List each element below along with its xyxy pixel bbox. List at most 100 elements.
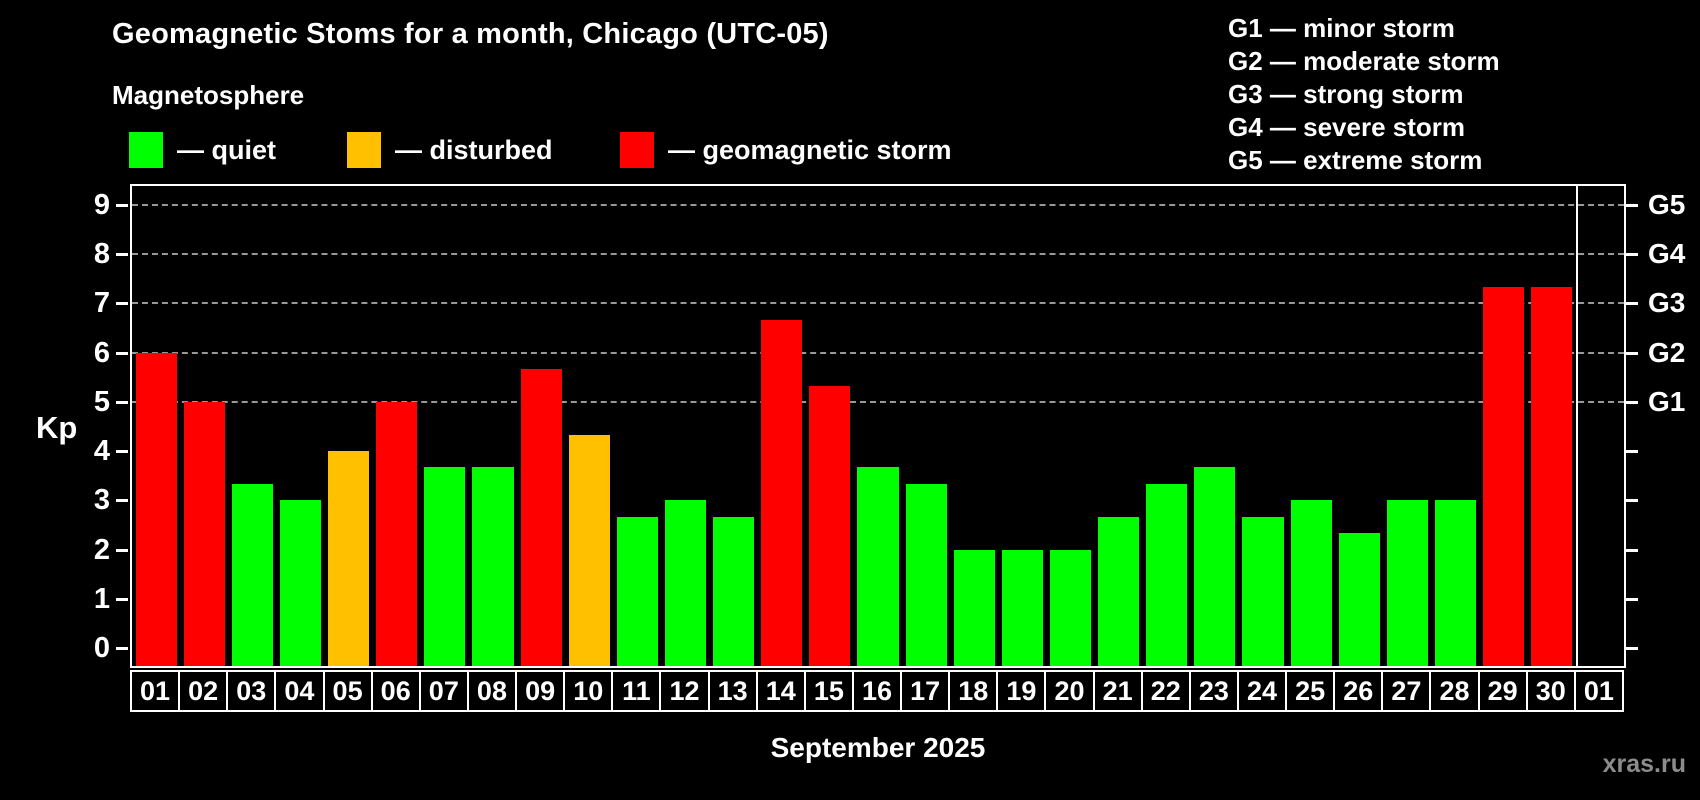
gridline-kp9 <box>132 203 1624 206</box>
day-label-next-01: 01 <box>1573 670 1624 712</box>
bar-day-07 <box>424 467 466 666</box>
g1-legend-line: G1 — minor storm <box>1228 13 1455 43</box>
y-tick-right-4 <box>1626 450 1638 454</box>
legend-label-quiet: — quiet <box>177 134 276 165</box>
bar-day-03 <box>231 484 273 666</box>
y-tick-left-0 <box>116 647 128 651</box>
month-boundary-line <box>1575 186 1578 666</box>
bar-day-20 <box>1049 549 1092 666</box>
day-label-29: 29 <box>1477 670 1528 712</box>
day-label-23: 23 <box>1188 670 1239 712</box>
day-label-04: 04 <box>274 670 325 712</box>
disturbed-color-swatch <box>347 132 381 168</box>
y-tick-label-4: 4 <box>93 435 110 468</box>
bar-day-28 <box>1434 500 1477 666</box>
day-label-27: 27 <box>1381 670 1432 712</box>
day-label-01: 01 <box>130 670 181 712</box>
day-label-22: 22 <box>1140 670 1191 712</box>
legend-item-storm: — geomagnetic storm <box>620 130 952 170</box>
y-tick-label-9: 9 <box>93 188 110 221</box>
day-label-08: 08 <box>466 670 518 712</box>
day-label-02: 02 <box>178 670 229 712</box>
y-axis-title: Kp <box>36 410 78 445</box>
bar-day-22 <box>1146 484 1188 666</box>
bar-day-05 <box>328 451 370 666</box>
bar-day-04 <box>279 500 321 666</box>
y-tick-label-7: 7 <box>93 287 110 320</box>
day-label-12: 12 <box>659 670 710 712</box>
bar-day-06 <box>376 401 418 666</box>
y-tick-right-7 <box>1626 302 1638 306</box>
g-scale-label-g5: G5 <box>1648 188 1686 220</box>
y-tick-left-1 <box>116 597 128 601</box>
day-label-15: 15 <box>803 670 854 712</box>
watermark: xras.ru <box>1602 750 1686 778</box>
legend-item-disturbed: — disturbed <box>347 130 553 170</box>
bar-day-21 <box>1098 516 1140 666</box>
y-tick-label-0: 0 <box>93 632 110 665</box>
bar-day-14 <box>761 319 803 666</box>
y-tick-label-6: 6 <box>93 336 110 369</box>
bar-day-17 <box>905 484 947 666</box>
bar-day-02 <box>183 401 225 666</box>
g-scale-label-g1: G1 <box>1648 385 1686 417</box>
page-title: Geomagnetic Stoms for a month, Chicago (… <box>112 18 829 50</box>
legend-label-disturbed: — disturbed <box>395 134 553 165</box>
g-scale-label-g2: G2 <box>1648 336 1686 368</box>
day-label-06: 06 <box>370 670 421 712</box>
y-tick-label-3: 3 <box>93 484 110 517</box>
y-tick-label-2: 2 <box>93 533 110 566</box>
gridline-kp6 <box>132 351 1624 354</box>
y-tick-left-5 <box>116 400 128 404</box>
g2-legend-line: G2 — moderate storm <box>1228 46 1500 76</box>
y-tick-left-6 <box>116 351 128 355</box>
day-label-20: 20 <box>1044 670 1095 712</box>
y-tick-left-4 <box>116 450 128 454</box>
day-label-17: 17 <box>900 670 951 712</box>
day-label-30: 30 <box>1525 670 1576 712</box>
x-axis-title: September 2025 <box>770 732 986 763</box>
bar-day-01 <box>135 352 177 666</box>
plot-area <box>130 184 1626 668</box>
g3-legend-line: G3 — strong storm <box>1228 79 1464 109</box>
bar-day-19 <box>1001 549 1043 666</box>
g-scale-label-g4: G4 <box>1648 238 1686 269</box>
y-tick-right-3 <box>1626 499 1638 503</box>
day-label-03: 03 <box>226 670 277 712</box>
y-tick-right-2 <box>1626 548 1638 552</box>
y-tick-right-9 <box>1626 203 1638 207</box>
day-label-14: 14 <box>755 670 806 712</box>
bar-day-15 <box>809 385 851 666</box>
g5-legend-line: G5 — extreme storm <box>1228 145 1483 175</box>
bar-day-25 <box>1290 500 1332 666</box>
day-label-11: 11 <box>611 670 662 712</box>
day-label-24: 24 <box>1236 670 1288 712</box>
day-label-07: 07 <box>418 670 469 712</box>
g-scale-label-g3: G3 <box>1648 287 1686 319</box>
legend-label-storm: — geomagnetic storm <box>668 134 952 165</box>
y-tick-right-8 <box>1626 253 1638 256</box>
day-label-09: 09 <box>515 670 566 712</box>
y-tick-left-3 <box>116 499 128 503</box>
day-label-25: 25 <box>1285 670 1336 712</box>
bar-day-11 <box>616 516 658 666</box>
bar-day-12 <box>664 500 707 666</box>
storm-color-swatch <box>620 132 654 168</box>
day-label-16: 16 <box>851 670 903 712</box>
y-tick-label-1: 1 <box>93 582 110 615</box>
y-tick-right-0 <box>1626 647 1638 651</box>
day-label-10: 10 <box>563 670 614 712</box>
gridline-kp8 <box>132 253 1624 255</box>
y-tick-label-8: 8 <box>93 238 110 270</box>
bar-day-16 <box>857 467 899 666</box>
g-scale-legend: G1 — minor storm G2 — moderate storm G3 … <box>1228 12 1500 177</box>
y-tick-label-5: 5 <box>93 385 110 418</box>
bar-day-09 <box>520 368 562 666</box>
day-label-28: 28 <box>1429 670 1480 712</box>
y-tick-left-2 <box>116 548 128 552</box>
bar-day-27 <box>1386 500 1428 666</box>
day-label-26: 26 <box>1333 670 1384 712</box>
day-label-18: 18 <box>948 670 999 712</box>
x-axis-day-labels: 01 02 03 04 05 06 07 08 09 10 11 12 13 14 15 16 17 18 19 20… <box>130 670 1630 712</box>
